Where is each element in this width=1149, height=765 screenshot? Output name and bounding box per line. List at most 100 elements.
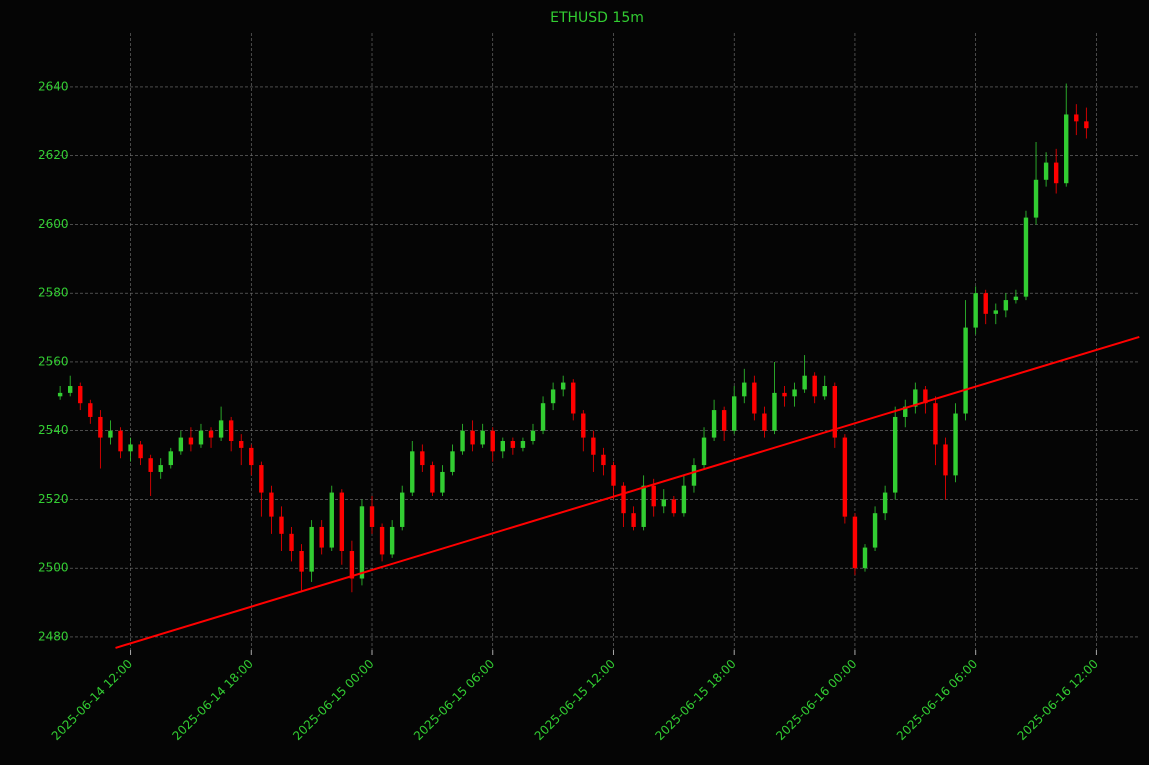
candle-body	[852, 516, 858, 569]
candle-body	[249, 447, 254, 466]
candle-body	[208, 430, 214, 438]
candle-body	[973, 293, 978, 328]
x-tick-label: 2025-06-14 12:00	[49, 657, 135, 743]
candle-body	[1074, 114, 1079, 122]
candle-body	[158, 465, 163, 472]
candle-body	[621, 485, 626, 514]
candle-body	[943, 444, 948, 476]
candle-body	[1064, 114, 1069, 184]
y-tick-label: 2580	[38, 286, 69, 300]
candle-body	[410, 451, 415, 493]
candle-body	[269, 492, 274, 517]
candle-body	[500, 441, 506, 452]
candle-body	[721, 410, 727, 431]
candle-body	[983, 293, 988, 314]
candle-body	[1013, 296, 1019, 301]
candle-body	[691, 465, 697, 486]
candle-body	[168, 451, 173, 466]
candle-body	[78, 386, 83, 404]
candle-body	[1043, 162, 1049, 180]
y-tick-label: 2520	[38, 492, 69, 506]
candle-body	[882, 492, 888, 514]
candle-body	[591, 437, 596, 455]
candle-body	[530, 430, 536, 442]
candle-body	[540, 403, 546, 431]
candle-body	[953, 413, 958, 476]
candle-body	[430, 465, 435, 493]
candle-body	[762, 413, 767, 431]
candle-body	[913, 389, 918, 407]
candle-body	[560, 382, 566, 390]
candle-body	[309, 526, 314, 572]
candle-body	[319, 526, 324, 548]
candle-body	[671, 499, 677, 514]
candle-body	[470, 430, 475, 445]
candle-body	[480, 430, 485, 445]
candle-body	[88, 403, 93, 417]
candle-body	[218, 420, 224, 438]
candle-body	[67, 386, 73, 393]
x-tick-label: 2025-06-15 18:00	[652, 657, 738, 743]
y-tick-label: 2480	[38, 629, 69, 643]
x-tick-label: 2025-06-16 00:00	[773, 657, 859, 743]
candle-body	[148, 458, 153, 472]
candle-body	[490, 430, 495, 452]
candle-body	[732, 396, 737, 431]
candle-body	[892, 416, 898, 493]
candle-body	[661, 499, 666, 507]
candle-body	[138, 444, 143, 459]
candle-body	[299, 551, 304, 572]
candle-body	[792, 389, 797, 397]
candle-body	[752, 382, 757, 414]
candle-body	[359, 506, 365, 579]
candle-body	[389, 526, 395, 555]
candle-body	[571, 382, 576, 414]
candle-body	[289, 533, 294, 552]
candle-body	[872, 513, 878, 548]
candle-body	[259, 465, 264, 493]
candle-body	[832, 386, 838, 438]
candle-body	[812, 375, 817, 397]
x-tick-label: 2025-06-16 06:00	[894, 657, 980, 743]
y-tick-label: 2560	[38, 354, 69, 368]
candle-body	[420, 451, 425, 466]
candle-body	[178, 437, 184, 452]
candle-body	[1023, 217, 1029, 297]
candle-body	[510, 441, 516, 448]
candle-body	[1053, 162, 1059, 184]
candle-body	[842, 437, 848, 517]
y-tick-label: 2600	[38, 217, 69, 231]
candle-body	[601, 454, 606, 466]
candle-body	[631, 513, 636, 527]
candle-body	[108, 430, 113, 438]
candle-body	[198, 430, 204, 445]
candle-body	[1033, 179, 1039, 218]
candle-body	[933, 403, 938, 445]
x-tick-label: 2025-06-16 12:00	[1015, 657, 1101, 743]
candle-body	[681, 485, 687, 514]
candle-body	[279, 516, 284, 534]
x-tick-label: 2025-06-15 00:00	[290, 657, 376, 743]
candle-body	[1084, 121, 1089, 129]
y-tick-label: 2640	[38, 79, 69, 93]
chart-title: ETHUSD 15m	[550, 10, 644, 26]
candle-body	[963, 327, 968, 414]
candle-body	[550, 389, 556, 404]
candle-body	[822, 386, 827, 397]
candle-body	[742, 382, 747, 397]
candle-body	[57, 392, 63, 397]
candle-body	[188, 437, 194, 445]
trend-line	[115, 335, 1140, 649]
candle-body	[460, 430, 465, 452]
y-tick-label: 2540	[38, 423, 69, 437]
candle-body	[651, 485, 656, 507]
candle-body	[802, 375, 807, 390]
candle-body	[711, 410, 717, 438]
candle-body	[641, 485, 646, 527]
candle-body	[228, 420, 234, 442]
x-tick-label: 2025-06-14 18:00	[170, 657, 256, 743]
candle-body	[903, 406, 908, 417]
candle-body	[329, 492, 334, 548]
candle-body	[520, 441, 526, 448]
